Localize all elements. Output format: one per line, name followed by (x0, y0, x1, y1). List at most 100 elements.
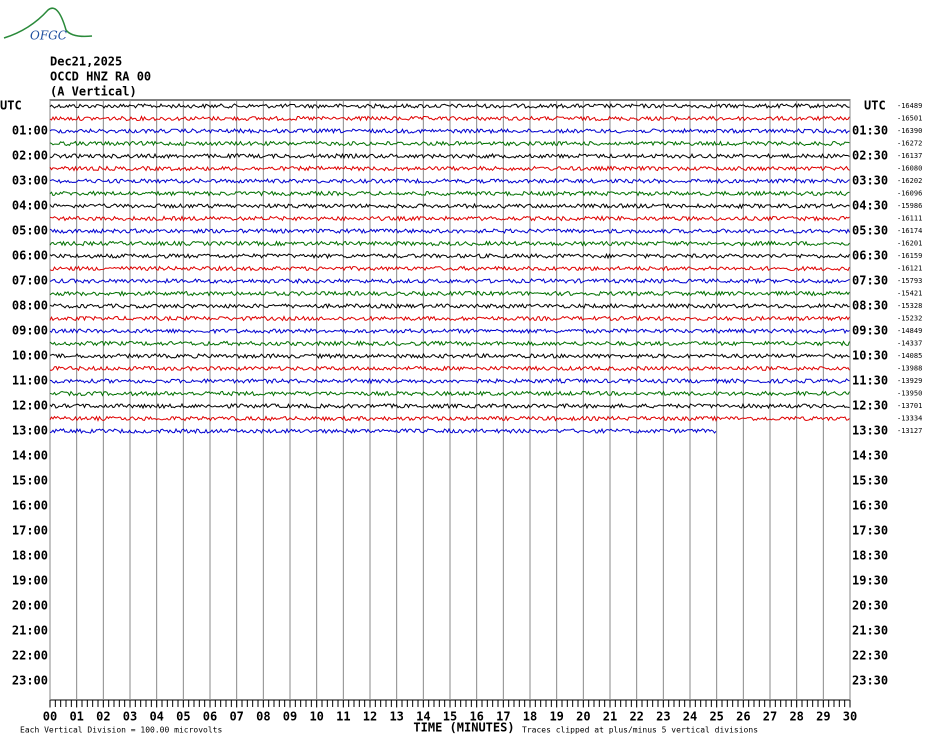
trace-offset: -16159 (897, 252, 922, 260)
trace-offset: -14337 (897, 340, 922, 348)
x-tick-label: 14 (416, 710, 430, 724)
right-hour-label: 13:30 (852, 424, 888, 438)
trace-offset: -15328 (897, 302, 922, 310)
x-tick-label: 11 (336, 710, 350, 724)
trace (49, 315, 850, 322)
trace (49, 152, 850, 160)
right-hour-label: 17:30 (852, 524, 888, 538)
x-tick-label: 21 (603, 710, 617, 724)
trace (49, 165, 850, 172)
right-hour-label: 07:30 (852, 274, 888, 288)
x-tick-label: 16 (469, 710, 483, 724)
trace (49, 302, 850, 310)
trace (49, 352, 850, 360)
clip-note: Traces clipped at plus/minus 5 vertical … (522, 726, 758, 735)
x-tick-label: 13 (389, 710, 403, 724)
left-axis-title: UTC (0, 99, 22, 113)
right-hour-label: 10:30 (852, 349, 888, 363)
left-hour-label: 11:00 (12, 374, 48, 388)
left-hour-label: 17:00 (12, 524, 48, 538)
right-hour-label: 23:30 (852, 674, 888, 688)
trace (49, 215, 850, 222)
left-hour-label: 06:00 (12, 249, 48, 263)
right-hour-label: 11:30 (852, 374, 888, 388)
trace-offset: -13929 (897, 377, 922, 385)
trace (49, 102, 850, 110)
right-hour-label: 06:30 (852, 249, 888, 263)
left-hour-label: 23:00 (12, 674, 48, 688)
right-hour-label: 08:30 (852, 299, 888, 313)
trace-offset: -13950 (897, 390, 922, 398)
logo-curve (3, 7, 93, 39)
left-hour-label: 12:00 (12, 399, 48, 413)
right-hour-label: 15:30 (852, 474, 888, 488)
trace-offset: -16111 (897, 215, 922, 223)
left-hour-label: 10:00 (12, 349, 48, 363)
left-hour-label: 21:00 (12, 624, 48, 638)
x-tick-label: 03 (123, 710, 137, 724)
trace-offset: -13701 (897, 402, 922, 410)
trace (49, 190, 850, 197)
trace-offset: -16390 (897, 127, 922, 135)
header-line: OCCD HNZ RA 00 (50, 70, 151, 84)
header-line: (A Vertical) (50, 85, 137, 99)
trace (49, 127, 850, 135)
left-hour-label: 19:00 (12, 574, 48, 588)
trace-offset: -16174 (897, 227, 922, 235)
x-tick-label: 19 (549, 710, 563, 724)
trace-offset: -16137 (897, 152, 922, 160)
trace-offset: -13988 (897, 365, 922, 373)
trace (49, 390, 850, 397)
right-hour-label: 12:30 (852, 399, 888, 413)
x-tick-label: 10 (309, 710, 323, 724)
x-tick-label: 28 (789, 710, 803, 724)
left-hour-label: 01:00 (12, 124, 48, 138)
trace-offset: -16272 (897, 140, 922, 148)
x-tick-label: 20 (576, 710, 590, 724)
trace (49, 252, 850, 260)
x-tick-label: 07 (229, 710, 243, 724)
trace-offset: -15232 (897, 315, 922, 323)
x-tick-label: 27 (763, 710, 777, 724)
x-tick-label: 04 (149, 710, 163, 724)
x-tick-label: 23 (656, 710, 670, 724)
left-hour-label: 15:00 (12, 474, 48, 488)
trace (49, 427, 717, 435)
right-axis-title: UTC (864, 99, 886, 113)
right-hour-label: 21:30 (852, 624, 888, 638)
trace (49, 177, 850, 185)
right-hour-label: 02:30 (852, 149, 888, 163)
left-hour-label: 22:00 (12, 649, 48, 663)
x-tick-label: 24 (683, 710, 697, 724)
left-hour-label: 04:00 (12, 199, 48, 213)
right-hour-label: 03:30 (852, 174, 888, 188)
trace-offset: -16096 (897, 190, 922, 198)
left-hour-label: 09:00 (12, 324, 48, 338)
x-tick-label: 22 (629, 710, 643, 724)
right-hour-label: 01:30 (852, 124, 888, 138)
left-hour-label: 07:00 (12, 274, 48, 288)
trace (49, 240, 850, 247)
header-line: Dec21,2025 (50, 55, 122, 69)
left-hour-label: 14:00 (12, 449, 48, 463)
trace-offset: -14085 (897, 352, 922, 360)
x-tick-label: 17 (496, 710, 510, 724)
x-tick-label: 02 (96, 710, 110, 724)
left-hour-label: 05:00 (12, 224, 48, 238)
trace (49, 140, 850, 147)
trace (49, 365, 850, 372)
trace-offset: -13334 (897, 415, 922, 423)
x-tick-label: 06 (203, 710, 217, 724)
trace (49, 115, 850, 122)
trace (49, 377, 850, 385)
right-hour-label: 05:30 (852, 224, 888, 238)
trace (49, 277, 850, 285)
trace (49, 415, 850, 422)
x-tick-label: 30 (843, 710, 857, 724)
right-hour-label: 14:30 (852, 449, 888, 463)
left-hour-label: 18:00 (12, 549, 48, 563)
trace (49, 202, 850, 210)
right-hour-label: 09:30 (852, 324, 888, 338)
x-tick-label: 05 (176, 710, 190, 724)
left-hour-label: 02:00 (12, 149, 48, 163)
